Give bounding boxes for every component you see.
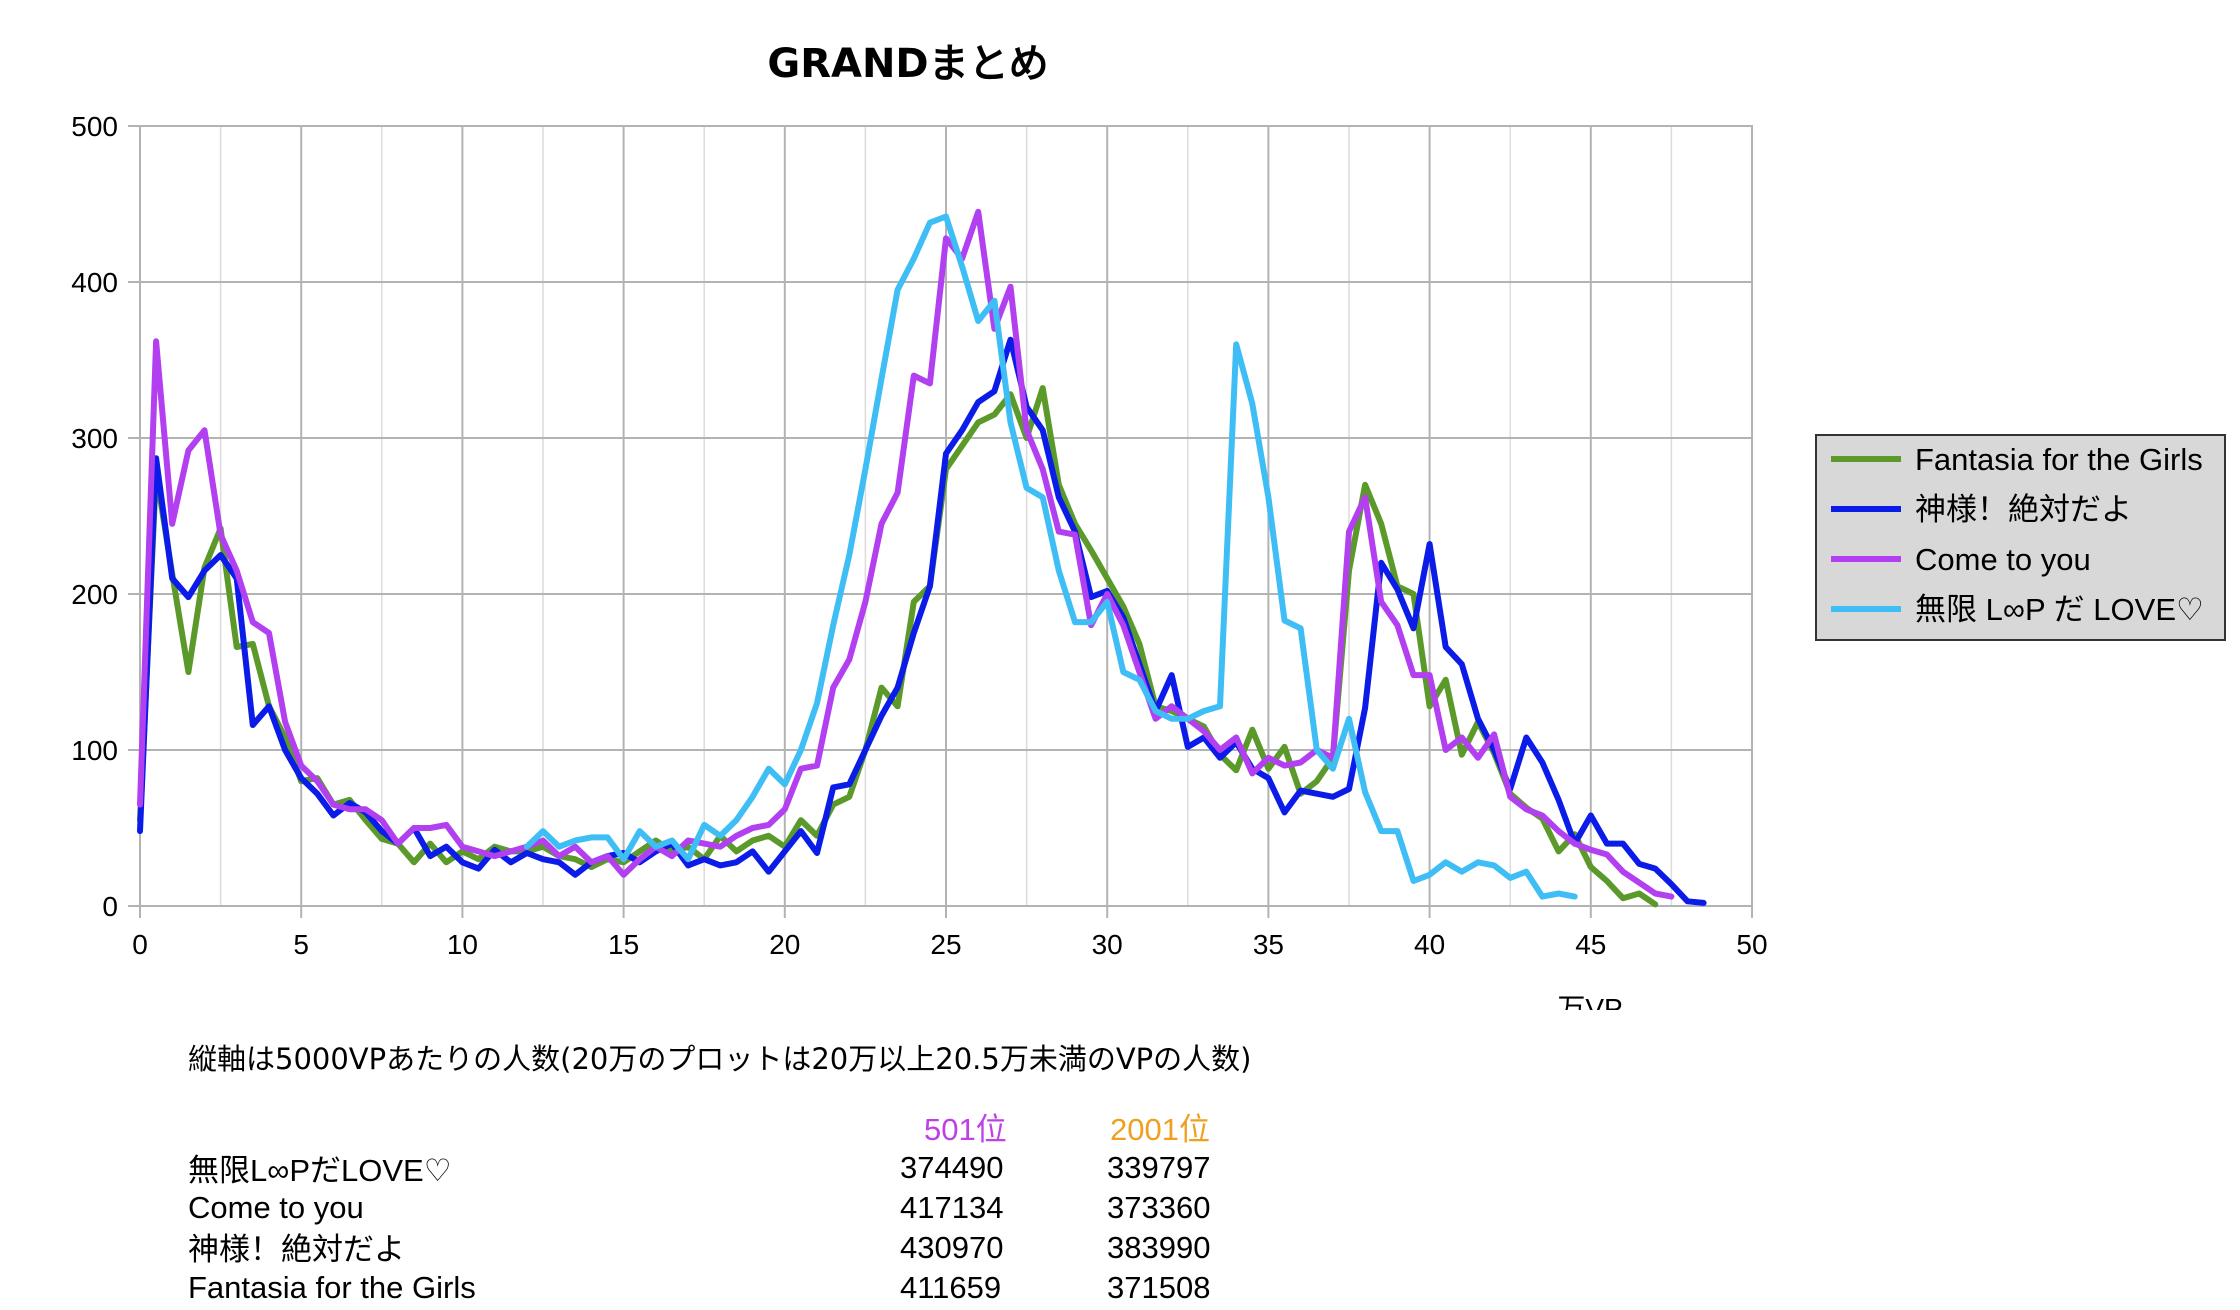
column-header-2001: 2001位: [1110, 1112, 1210, 1147]
table-cell-2001: 339797: [1107, 1150, 1211, 1185]
chart-note: 縦軸は5000VPあたりの人数(20万のプロットは20万以上20.5万未満のVP…: [188, 1042, 1252, 1076]
table-row-label: Come to you: [188, 1190, 364, 1225]
x-tick-label: 35: [1253, 929, 1284, 960]
y-tick-label: 400: [71, 267, 118, 298]
x-tick-label: 40: [1414, 929, 1445, 960]
line-chart: GRANDまとめ 0 100 200 300 400 500 0 5 10 15 20 25 30 35 4…: [71, 41, 2226, 1010]
x-tick-label: 30: [1092, 929, 1123, 960]
legend-label-1: Fantasia for the Girls: [1915, 442, 2203, 477]
table-cell-2001: 371508: [1107, 1270, 1211, 1305]
column-header-501: 501位: [924, 1112, 1007, 1147]
legend-box: [1815, 434, 2226, 641]
x-tick-label: 0: [132, 929, 148, 960]
legend-label-4: 無限 L∞P だ LOVE♡: [1915, 592, 2204, 627]
table-cell-501: 374490: [900, 1150, 1004, 1185]
series-line-1: [137, 385, 1659, 908]
chart-axes: 0 100 200 300 400 500 0 5 10 15 20 25 30 35 40 45 50: [71, 111, 1767, 960]
series-line-4: [523, 213, 1578, 900]
chart-series: [137, 208, 1707, 908]
table-row-label: 神様！絶対だよ: [188, 1232, 405, 1267]
x-tick-label: 5: [293, 929, 309, 960]
y-tick-label: 300: [71, 423, 118, 454]
y-tick-label: 500: [71, 111, 118, 142]
x-tick-label: 10: [447, 929, 478, 960]
chart-legend: Fantasia for the Girls 神様！絶対だよ Come to you…: [1815, 434, 2226, 641]
x-axis-label: 万VP: [1557, 993, 1622, 1010]
table-cell-501: 430970: [900, 1230, 1004, 1265]
x-tick-label: 45: [1575, 929, 1606, 960]
x-tick-label: 50: [1736, 929, 1767, 960]
table-cell-2001: 383990: [1107, 1230, 1211, 1265]
x-tick-label: 20: [769, 929, 800, 960]
y-tick-label: 100: [71, 735, 118, 766]
legend-label-3: Come to you: [1915, 542, 2091, 577]
x-tick-label: 25: [930, 929, 961, 960]
table-row-label: Fantasia for the Girls: [188, 1270, 476, 1305]
table-cell-501: 417134: [900, 1190, 1004, 1225]
chart-title: GRANDまとめ: [767, 41, 1048, 87]
series-line-3: [137, 208, 1675, 900]
legend-label-2: 神様！絶対だよ: [1915, 492, 2132, 527]
y-tick-label: 200: [71, 579, 118, 610]
x-tick-label: 15: [608, 929, 639, 960]
table-cell-2001: 373360: [1107, 1190, 1211, 1225]
table-cell-501: 411659: [900, 1270, 1002, 1305]
y-tick-label: 0: [102, 891, 118, 922]
plot-area-border: [139, 125, 1753, 907]
table-row-label: 無限L∞PだLOVE♡: [188, 1153, 452, 1188]
